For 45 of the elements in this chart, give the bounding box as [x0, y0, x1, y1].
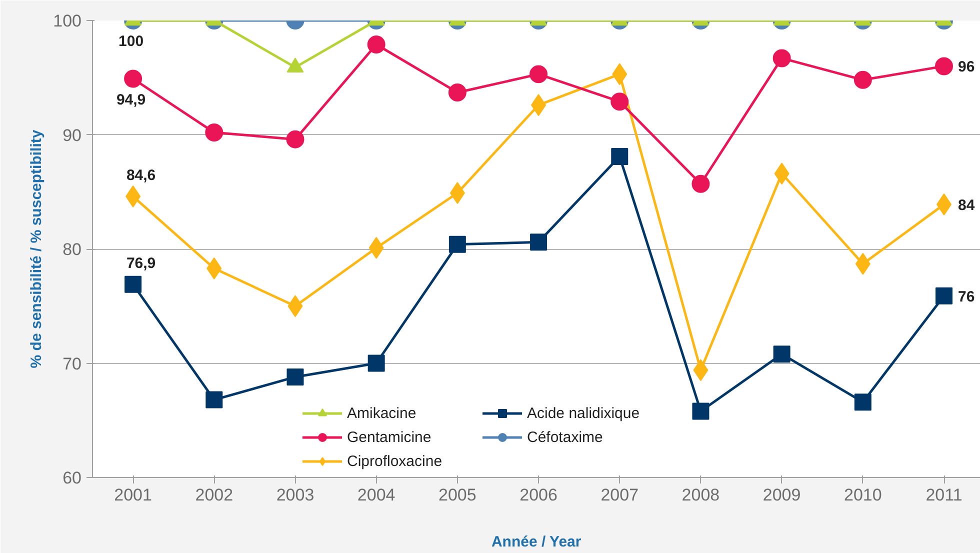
x-tick-label: 2011: [926, 486, 962, 504]
y-tick-label: 60: [62, 468, 82, 488]
x-tick-label: 2001: [114, 486, 152, 504]
annotation: 96: [958, 58, 975, 76]
point: [286, 130, 304, 148]
x-tick-label: 2007: [600, 486, 639, 504]
point: [286, 368, 304, 386]
x-tick-label: 2010: [844, 486, 882, 504]
x-tick-label: 2002: [195, 486, 234, 504]
point: [448, 236, 466, 253]
y-axis-title: % de sensibilité / % susceptibility: [28, 129, 46, 368]
point: [124, 276, 142, 293]
point: [773, 346, 790, 363]
point: [206, 391, 223, 408]
x-tick-label: 2003: [276, 486, 314, 504]
x-tick-label: 2006: [520, 486, 558, 504]
annotation: 76,9: [126, 254, 156, 272]
annotation: 94,9: [116, 91, 146, 108]
x-axis-title: Année / Year: [491, 534, 582, 550]
point: [368, 354, 385, 372]
point: [205, 123, 224, 142]
point: [854, 394, 872, 411]
annotation: 76: [958, 288, 975, 306]
y-tick-label: 80: [62, 240, 82, 259]
x-tick-label: 2008: [682, 486, 720, 504]
y-tick-label: 70: [62, 354, 82, 374]
legend-label: Céfotaxime: [527, 428, 603, 446]
x-tick-label: 2004: [357, 486, 396, 504]
x-tick-label: 2005: [438, 486, 476, 504]
legend-label: Gentamicine: [347, 428, 432, 446]
legend-label: Acide nalidixique: [527, 404, 640, 422]
point: [692, 174, 710, 193]
point: [611, 148, 628, 165]
point: [936, 287, 953, 304]
y-tick-label: 90: [62, 126, 82, 145]
point: [610, 92, 629, 111]
x-tick-label: 2009: [762, 486, 801, 504]
y-tick-label: 100: [53, 12, 82, 30]
annotation: 84,6: [126, 166, 156, 184]
legend-label: Amikacine: [347, 404, 416, 422]
legend-label: Ciprofloxacine: [347, 452, 442, 470]
point: [692, 402, 710, 420]
annotation: 100: [118, 33, 144, 50]
point: [530, 234, 548, 251]
annotation: 84: [958, 196, 976, 214]
